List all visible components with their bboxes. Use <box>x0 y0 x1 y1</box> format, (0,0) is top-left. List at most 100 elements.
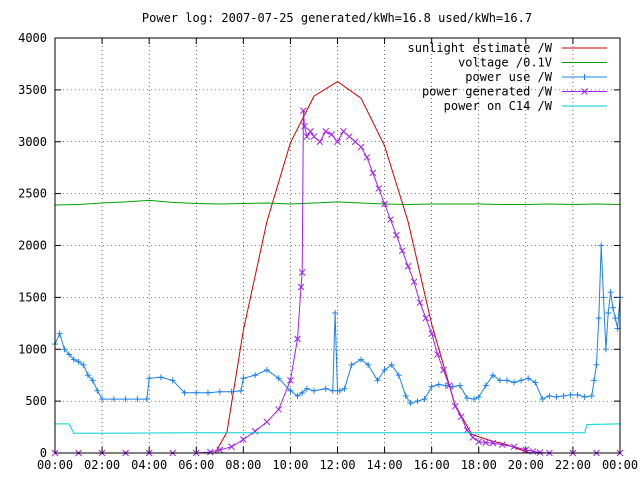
data-point <box>328 131 335 138</box>
data-point <box>61 346 68 353</box>
data-point <box>94 387 101 394</box>
data-point <box>310 133 318 140</box>
data-point <box>228 388 235 395</box>
data-point <box>567 391 574 398</box>
y-tick-label: 1500 <box>18 290 47 304</box>
series-line-1 <box>54 199 621 206</box>
data-point <box>193 389 200 396</box>
data-point <box>301 122 308 130</box>
data-point <box>358 356 365 363</box>
data-point <box>591 377 598 384</box>
data-point <box>469 434 477 441</box>
data-point <box>553 393 560 400</box>
data-point <box>434 351 441 358</box>
data-point <box>395 372 402 379</box>
data-point <box>363 153 371 161</box>
data-point <box>75 358 82 365</box>
data-point <box>275 406 282 413</box>
data-point <box>498 441 506 449</box>
data-point <box>422 314 430 322</box>
data-point <box>600 294 607 301</box>
data-point <box>574 391 581 398</box>
x-tick-label: 12:00 <box>319 458 355 472</box>
data-point <box>393 231 400 239</box>
data-point <box>287 377 294 384</box>
data-point <box>456 382 463 389</box>
data-point <box>416 299 424 306</box>
data-point <box>445 382 453 389</box>
data-point <box>80 361 87 368</box>
x-tick-label: 16:00 <box>414 458 450 472</box>
data-point <box>297 283 305 291</box>
data-point <box>334 138 341 146</box>
data-point <box>428 330 436 338</box>
data-point <box>205 389 212 396</box>
data-point <box>612 315 619 322</box>
y-tick-label: 0 <box>40 446 47 460</box>
data-point <box>157 374 164 381</box>
data-point <box>275 375 282 382</box>
data-point <box>375 185 383 192</box>
y-tick-label: 4000 <box>18 31 47 45</box>
data-point <box>143 396 150 403</box>
data-point <box>482 439 490 446</box>
data-point <box>240 375 247 382</box>
data-point <box>532 379 539 386</box>
x-tick-label: 22:00 <box>555 458 591 472</box>
data-point <box>341 385 348 392</box>
data-point <box>110 396 117 403</box>
data-point <box>398 247 406 255</box>
x-tick-label: 10:00 <box>272 458 308 472</box>
x-tick-label: 00:00 <box>602 458 638 472</box>
data-point <box>414 398 421 405</box>
data-point <box>407 400 414 407</box>
data-point <box>251 427 259 435</box>
data-point <box>539 396 546 403</box>
series-group <box>51 81 624 457</box>
data-point <box>287 387 294 394</box>
data-point <box>518 377 525 384</box>
legend-label: voltage /0.1V <box>458 56 552 70</box>
x-tick-label: 04:00 <box>131 458 167 472</box>
data-point <box>510 443 518 451</box>
data-point <box>146 375 153 382</box>
data-point <box>381 367 388 373</box>
data-point <box>303 385 310 392</box>
data-point <box>451 402 459 410</box>
data-point <box>525 375 532 382</box>
data-point <box>70 356 77 363</box>
chart-title: Power log: 2007-07-25 generated/kWh=16.8… <box>142 11 532 25</box>
data-point <box>134 396 141 403</box>
data-point <box>365 361 372 368</box>
data-point <box>357 143 365 151</box>
data-point <box>428 383 435 390</box>
x-tick-label: 02:00 <box>84 458 120 472</box>
data-point <box>546 392 553 399</box>
data-point <box>216 446 224 454</box>
data-point <box>536 449 544 456</box>
data-point <box>89 377 96 384</box>
data-point <box>387 216 394 223</box>
data-point <box>99 396 106 403</box>
legend-label: power generated /W <box>422 85 553 99</box>
plot-frame <box>54 37 621 454</box>
x-tick-label: 00:00 <box>37 458 73 472</box>
data-point <box>496 377 503 384</box>
y-tick-label: 500 <box>25 394 47 408</box>
data-point <box>560 392 567 399</box>
data-point <box>522 446 530 454</box>
data-point <box>345 133 353 140</box>
data-point <box>66 351 73 358</box>
data-point <box>435 381 442 388</box>
legend-label: sunlight estimate /W <box>408 41 553 55</box>
data-point <box>402 392 409 399</box>
data-point <box>489 372 496 379</box>
data-point <box>351 138 359 146</box>
data-point <box>336 387 343 394</box>
y-tick-label: 1000 <box>18 342 47 356</box>
data-point <box>475 393 482 400</box>
data-point <box>475 438 483 445</box>
data-point <box>252 372 259 379</box>
data-point <box>181 389 188 396</box>
data-point <box>504 377 510 384</box>
